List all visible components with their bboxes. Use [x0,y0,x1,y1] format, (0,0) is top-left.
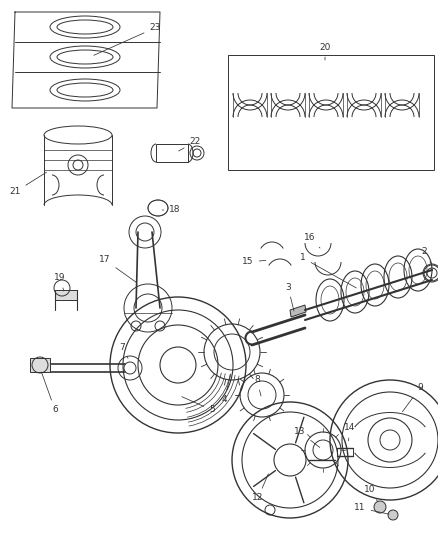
Text: 7: 7 [119,343,128,358]
Text: 3: 3 [285,282,294,311]
Text: 8: 8 [254,376,261,396]
Text: 5: 5 [182,397,215,415]
Text: 16: 16 [304,233,320,248]
Text: 21: 21 [9,172,46,197]
Bar [156,144,188,162]
Text: 13: 13 [294,427,320,447]
Text: 20: 20 [319,43,331,60]
Ellipse shape [57,20,113,34]
Text: 10: 10 [364,486,378,502]
Text: 22: 22 [179,138,201,151]
Ellipse shape [57,83,113,97]
Text: 2: 2 [421,247,432,265]
Text: 19: 19 [54,273,66,291]
Text: 15: 15 [242,257,266,266]
Text: 9: 9 [403,384,423,411]
Text: 18: 18 [162,206,181,214]
Text: 14: 14 [344,424,356,441]
Circle shape [388,510,398,520]
Text: 4: 4 [221,374,231,405]
Bar [228,55,434,170]
Text: 17: 17 [99,255,137,282]
Text: 11: 11 [354,504,389,514]
Text: 12: 12 [252,474,268,503]
Bar [30,358,50,372]
Text: 1: 1 [300,254,357,288]
Bar [55,290,77,300]
Text: 6: 6 [42,372,58,415]
Text: 23: 23 [94,23,161,55]
Circle shape [374,501,386,513]
Polygon shape [290,305,306,317]
Ellipse shape [57,50,113,64]
